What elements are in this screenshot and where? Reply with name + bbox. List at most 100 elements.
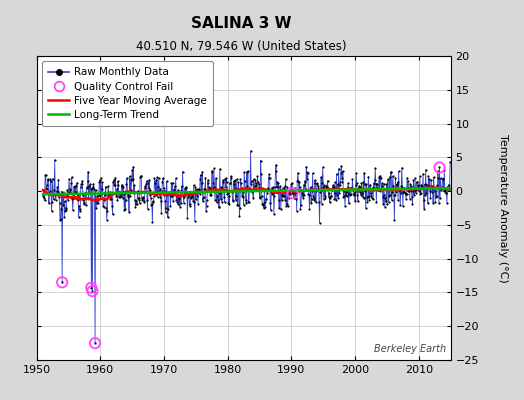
Text: 40.510 N, 79.546 W (United States): 40.510 N, 79.546 W (United States) [136,40,346,53]
Point [248,187,257,193]
Point [366,190,375,196]
Point [385,193,394,200]
Point [75,203,83,209]
Point [225,193,233,199]
Point [100,197,108,204]
Point [232,193,241,199]
Point [248,189,256,195]
Point [386,174,394,180]
Point [278,196,286,203]
Point [270,211,278,217]
Point [152,188,161,194]
Point [112,190,120,197]
Point [117,191,125,197]
Point [320,196,328,202]
Point [348,185,356,191]
Point [274,184,282,190]
Point [42,185,50,191]
Point [165,191,173,197]
Point [272,184,281,190]
Point [185,202,194,209]
Point [39,193,47,200]
Point [72,189,80,196]
Point [122,181,130,187]
Point [250,186,258,193]
Point [190,182,198,188]
Point [92,199,101,206]
Point [288,180,296,186]
Point [416,173,424,180]
Point [193,192,201,199]
Point [385,198,393,205]
Point [83,184,91,191]
Point [355,188,363,194]
Point [236,205,244,211]
Point [311,177,319,183]
Point [335,190,343,196]
Point [394,179,402,185]
Point [411,175,419,182]
Point [249,195,257,201]
Point [275,196,283,203]
Point [327,193,335,200]
Point [128,176,137,182]
Point [147,202,156,209]
Point [373,185,381,191]
Point [222,175,231,182]
Point [399,188,408,195]
Point [119,191,128,198]
Point [64,188,73,195]
Point [401,190,409,196]
Point [238,192,246,199]
Point [97,174,105,181]
Point [184,189,193,196]
Point [331,190,340,196]
Point [347,185,356,192]
Point [309,193,318,199]
Point [427,176,435,183]
Point [352,182,360,189]
Point [217,199,226,205]
Point [61,198,69,204]
Point [120,207,128,213]
Point [231,177,239,184]
Point [105,191,113,197]
Point [77,181,85,188]
Point [277,187,286,194]
Point [88,185,96,192]
Point [59,202,68,208]
Point [356,188,365,195]
Point [215,166,224,172]
Point [332,196,340,203]
Point [215,204,223,210]
Point [173,198,181,205]
Point [370,177,379,184]
Point [208,169,216,175]
Point [73,180,81,186]
Point [224,200,233,206]
Point [51,192,59,199]
Point [185,192,193,198]
Point [161,209,170,215]
Point [429,186,437,192]
Point [100,204,108,210]
Point [211,187,220,194]
Point [67,189,75,196]
Point [413,179,421,185]
Point [235,213,244,219]
Point [135,195,143,201]
Point [220,179,228,185]
Point [378,194,387,200]
Point [335,182,344,189]
Point [91,340,99,346]
Point [191,184,200,191]
Point [85,189,94,196]
Point [444,182,453,188]
Point [58,279,67,286]
Point [188,193,196,199]
Point [181,192,190,198]
Point [391,174,400,181]
Point [268,191,277,197]
Point [46,176,54,182]
Point [304,170,312,176]
